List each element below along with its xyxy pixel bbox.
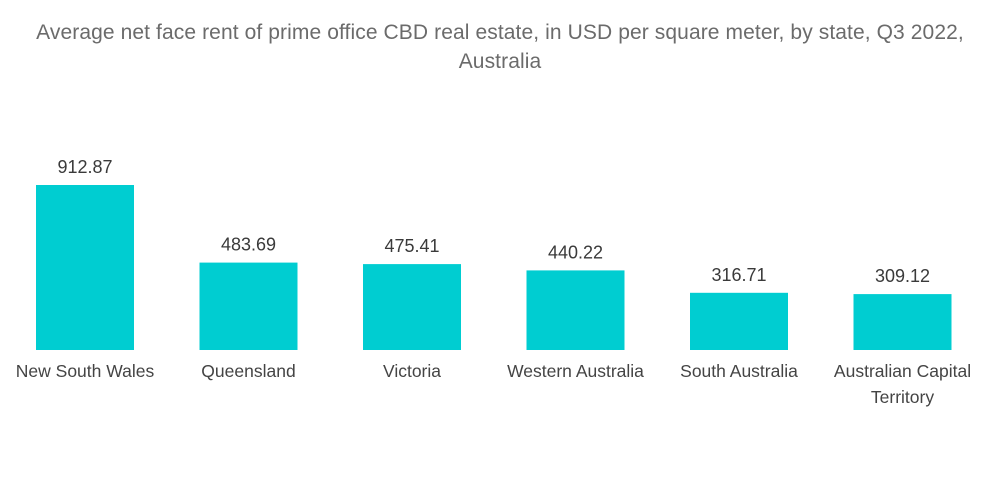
category-label-3: Western Australia xyxy=(507,361,644,381)
bar-0 xyxy=(36,185,134,350)
category-label-5: Australian Capital Territory xyxy=(834,361,971,407)
bar-5 xyxy=(853,294,952,350)
bar-value-label-0: 912.87 xyxy=(57,157,112,177)
category-label-4: South Australia xyxy=(680,361,798,381)
category-label-0: New South Wales xyxy=(16,361,155,381)
bar-value-label-1: 483.69 xyxy=(221,235,276,255)
category-label-2: Victoria xyxy=(383,361,441,381)
bar-4 xyxy=(690,292,788,350)
category-label-1: Queensland xyxy=(201,361,295,381)
bar-3 xyxy=(526,270,625,350)
bar-value-label-4: 316.71 xyxy=(711,265,766,285)
bar-1 xyxy=(199,262,298,350)
bar-value-label-3: 440.22 xyxy=(548,242,603,262)
bar-2 xyxy=(363,264,461,350)
chart-title: Average net face rent of prime office CB… xyxy=(0,18,1000,76)
bar-value-label-2: 475.41 xyxy=(384,236,439,256)
chart-title-text: Average net face rent of prime office CB… xyxy=(36,21,964,73)
bar-value-label-5: 309.12 xyxy=(875,266,930,286)
